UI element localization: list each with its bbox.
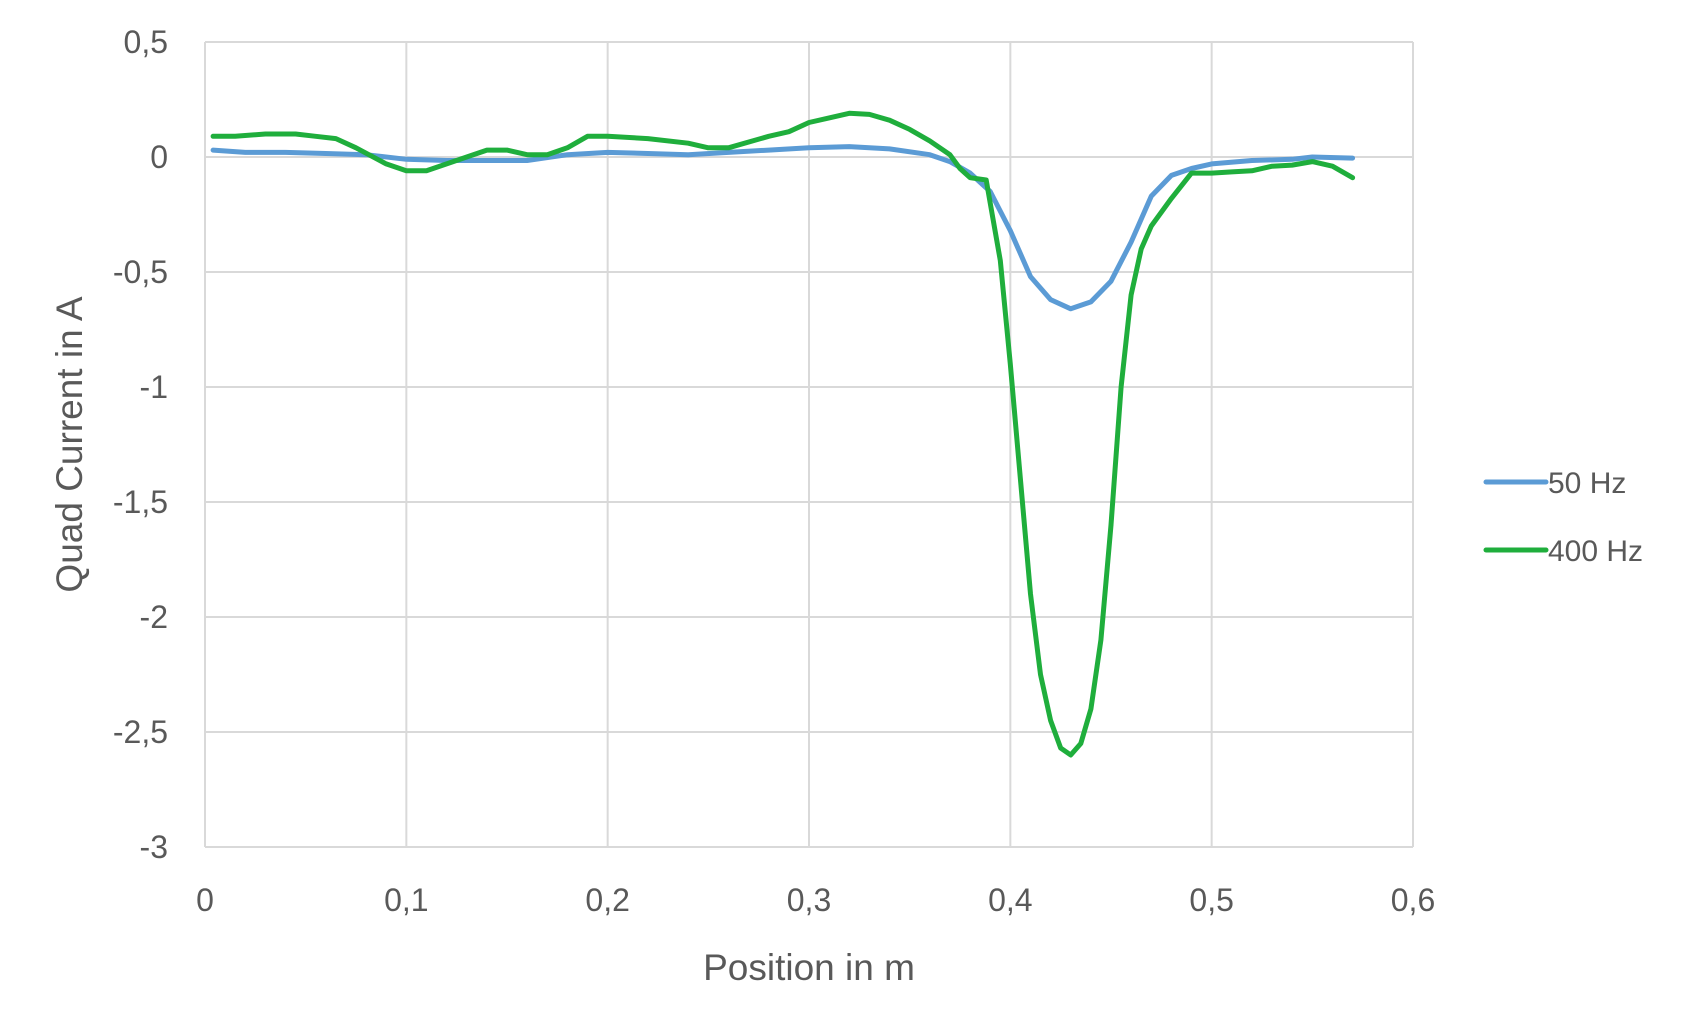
series-line-50hz bbox=[210, 144, 1356, 312]
y-tick-label: -0,5 bbox=[113, 254, 168, 290]
x-tick-label: 0,4 bbox=[988, 882, 1032, 918]
x-tick-label: 0,3 bbox=[787, 882, 831, 918]
y-tick-label: -1 bbox=[140, 369, 168, 405]
y-axis-title: Quad Current in A bbox=[49, 296, 90, 592]
x-axis-tick-labels: 0 0,1 0,2 0,3 0,4 0,5 0,6 bbox=[196, 882, 1435, 918]
y-tick-label: 0 bbox=[150, 139, 168, 175]
legend: 50 Hz 400 Hz bbox=[1483, 467, 1643, 568]
series-layer bbox=[210, 110, 1356, 758]
y-tick-label: -3 bbox=[140, 829, 168, 865]
x-tick-label: 0,5 bbox=[1189, 882, 1233, 918]
y-tick-label: -1,5 bbox=[113, 484, 168, 520]
x-tick-label: 0,2 bbox=[585, 882, 629, 918]
x-tick-label: 0,6 bbox=[1391, 882, 1435, 918]
legend-label-400hz: 400 Hz bbox=[1548, 535, 1643, 568]
y-tick-label: 0,5 bbox=[124, 24, 168, 60]
x-tick-label: 0 bbox=[196, 882, 214, 918]
y-axis-tick-labels: 0,5 0 -0,5 -1 -1,5 -2 -2,5 -3 bbox=[113, 24, 168, 865]
legend-label-50hz: 50 Hz bbox=[1548, 467, 1626, 500]
x-tick-label: 0,1 bbox=[384, 882, 428, 918]
y-tick-label: -2,5 bbox=[113, 714, 168, 750]
y-tick-label: -2 bbox=[140, 599, 168, 635]
vertical-gridlines bbox=[204, 42, 1414, 847]
series-line-400hz bbox=[210, 110, 1356, 758]
x-axis-title: Position in m bbox=[703, 947, 915, 988]
